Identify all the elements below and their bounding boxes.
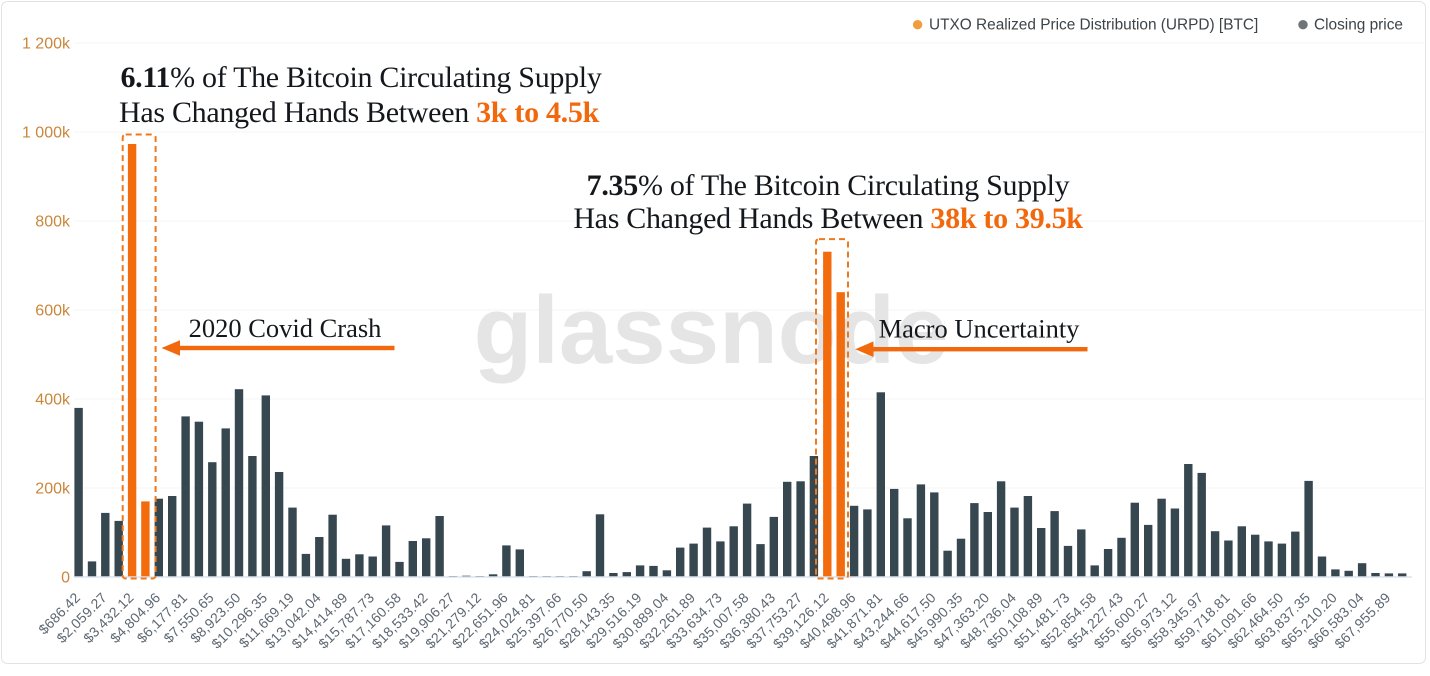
svg-text:1 200k: 1 200k: [22, 36, 71, 53]
svg-text:0: 0: [61, 570, 70, 587]
svg-text:200k: 200k: [35, 481, 71, 498]
svg-text:6.11% of The Bitcoin Circulati: 6.11% of The Bitcoin Circulating Supply: [120, 61, 601, 94]
svg-text:UTXO Realized Price Distributi: UTXO Realized Price Distribution (URPD) …: [929, 17, 1258, 34]
svg-text:Has Changed Hands Between 3k t: Has Changed Hands Between 3k to 4.5k: [119, 96, 600, 129]
svg-text:1 000k: 1 000k: [22, 125, 71, 142]
svg-text:800k: 800k: [35, 214, 71, 231]
svg-text:2020 Covid Crash: 2020 Covid Crash: [189, 313, 382, 343]
svg-text:glassnode: glassnode: [474, 277, 949, 384]
svg-text:400k: 400k: [35, 392, 71, 409]
svg-text:Macro Uncertainty: Macro Uncertainty: [879, 314, 1081, 344]
svg-text:Has Changed Hands Between 38k: Has Changed Hands Between 38k to 39.5k: [573, 202, 1083, 235]
svg-text:7.35% of The Bitcoin Circulati: 7.35% of The Bitcoin Circulating Supply: [587, 169, 1070, 202]
svg-text:600k: 600k: [35, 303, 71, 320]
svg-text:Closing price: Closing price: [1314, 17, 1403, 34]
